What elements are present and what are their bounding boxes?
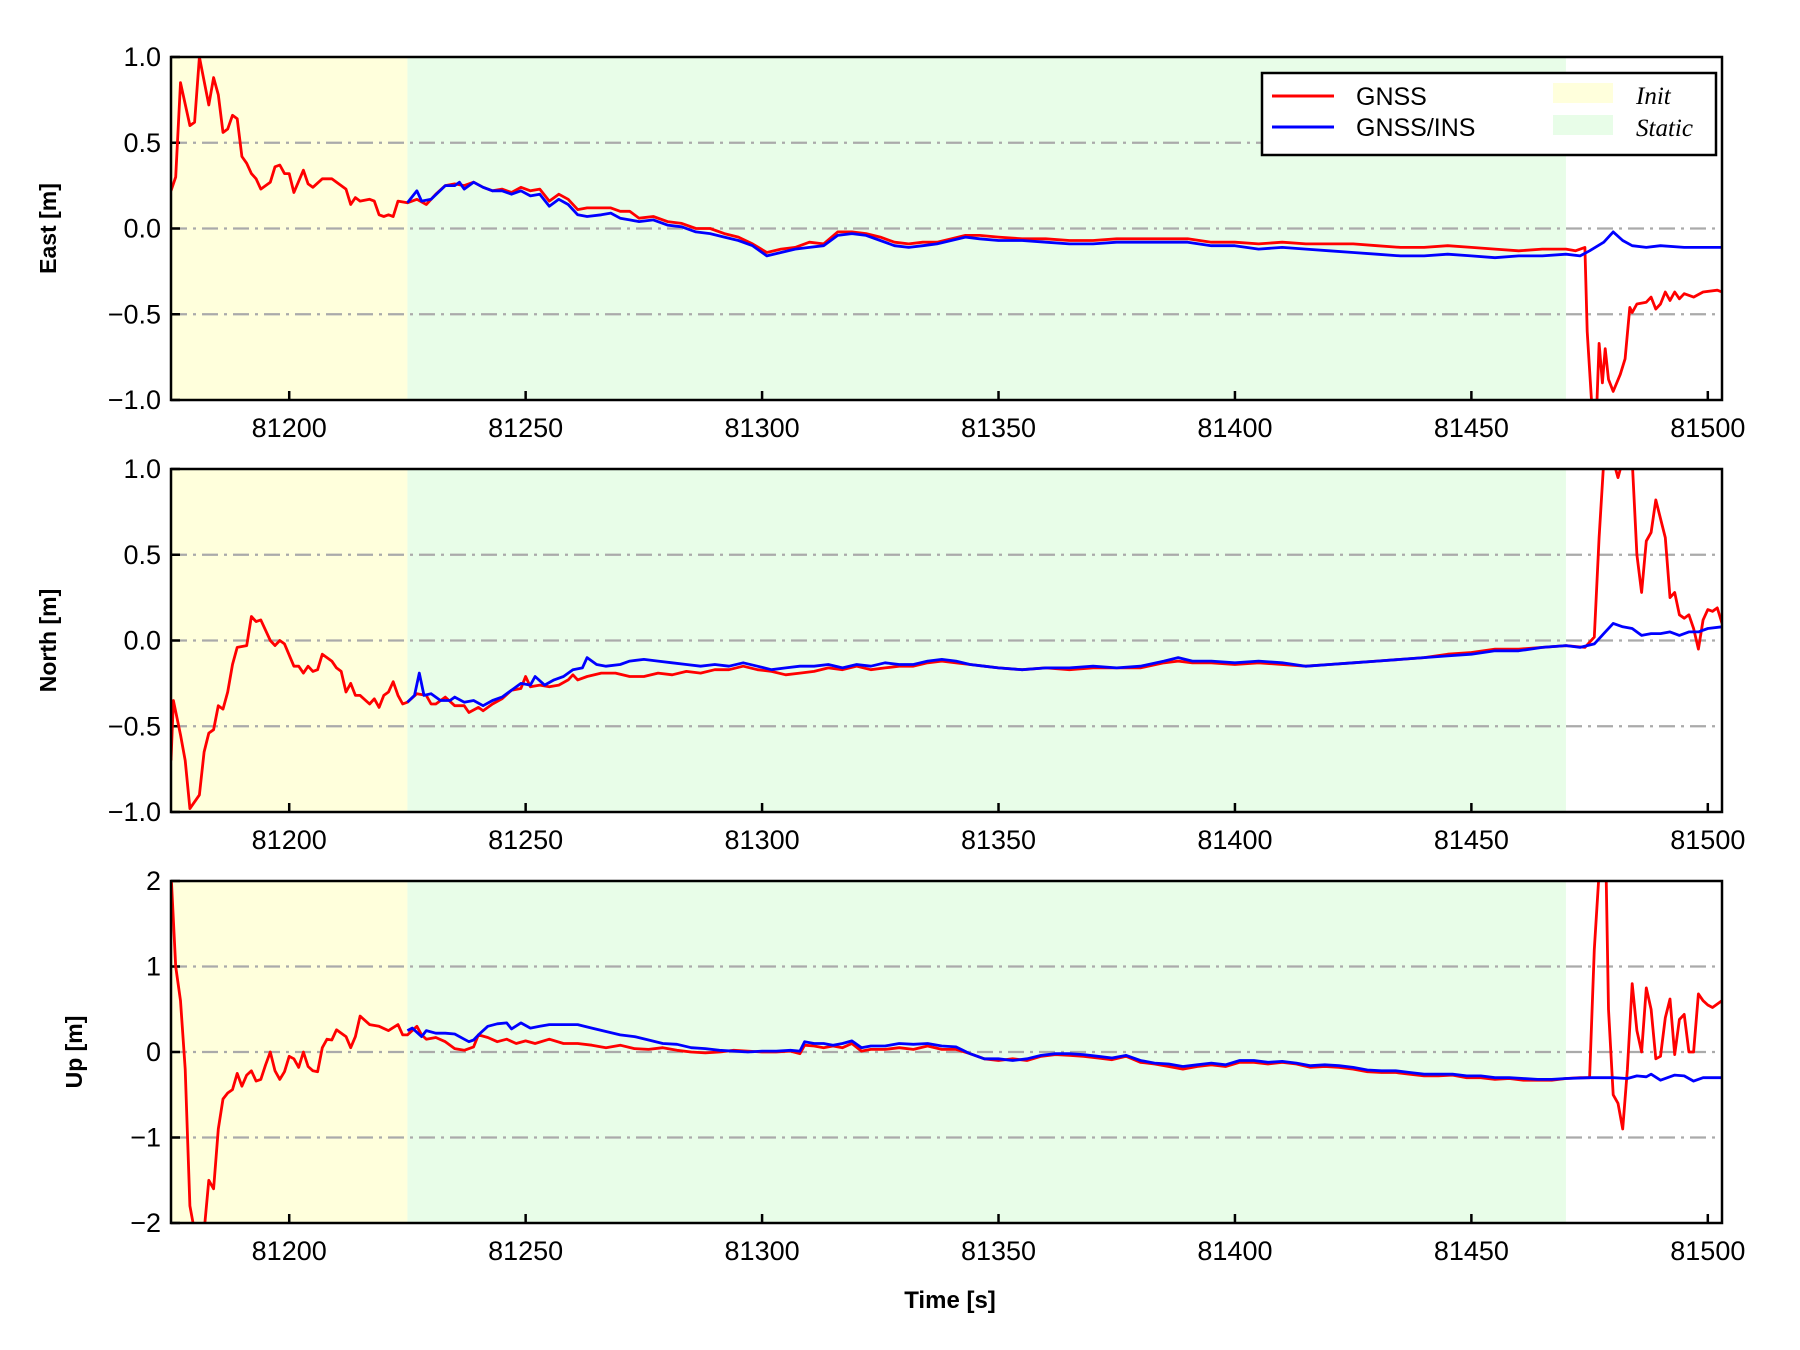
legend-gnss-ins-label: GNSS/INS — [1356, 114, 1475, 142]
north-gnss-line — [171, 469, 1722, 810]
x-tick-label: 81500 — [1670, 1236, 1745, 1266]
x-tick-label: 81350 — [961, 825, 1036, 855]
y-tick-label: −1.0 — [108, 797, 161, 827]
x-tick-label: 81400 — [1197, 1236, 1272, 1266]
y-tick-label: 1 — [146, 952, 161, 982]
x-tick-label: 81250 — [488, 413, 563, 443]
legend: GNSS GNSS/INS Init Static — [1260, 71, 1718, 157]
y-tick-label: −1 — [130, 1123, 161, 1153]
y-tick-label: 0.0 — [123, 626, 161, 656]
x-tick-label: 81450 — [1434, 413, 1509, 443]
y-tick-label: −0.5 — [108, 711, 161, 741]
north-panel: −1.0 −0.5 0.0 0.5 1.0 81200 81250 81300 81350 814… — [35, 454, 1745, 855]
x-tick-label: 81300 — [725, 825, 800, 855]
x-tick-label: 81300 — [725, 413, 800, 443]
y-tick-label: 0 — [146, 1037, 161, 1067]
x-tick-label: 81400 — [1197, 825, 1272, 855]
axes-frame — [169, 879, 1724, 1225]
legend-gnss-label: GNSS — [1356, 83, 1427, 111]
x-tick-label: 81450 — [1434, 1236, 1509, 1266]
up-panel: −2 −1 0 1 2 81200 81250 81300 81350 81400 81450 815… — [61, 866, 1745, 1266]
north-y-axis-label: North [m] — [35, 589, 61, 692]
x-tick-label: 81350 — [961, 413, 1036, 443]
x-tick-label: 81200 — [252, 1236, 327, 1266]
x-tick-label: 81200 — [252, 413, 327, 443]
y-tick-label: 0.5 — [123, 540, 161, 570]
axes-frame — [169, 55, 1724, 402]
x-tick-label: 81300 — [725, 1236, 800, 1266]
x-tick-label: 81200 — [252, 825, 327, 855]
y-tick-label: −1.0 — [108, 385, 161, 415]
x-tick-label: 81400 — [1197, 413, 1272, 443]
x-tick-label: 81450 — [1434, 825, 1509, 855]
legend-init-swatch — [1553, 83, 1613, 103]
legend-init-label: Init — [1635, 83, 1672, 110]
y-tick-label: 0.0 — [123, 214, 161, 244]
up-y-axis-label: Up [m] — [61, 1016, 87, 1089]
y-tick-label: 2 — [146, 866, 161, 896]
north-gnss-ins-line — [406, 622, 1722, 708]
east-y-axis-label: East [m] — [35, 183, 61, 274]
legend-static-swatch — [1553, 115, 1613, 135]
x-tick-label: 81350 — [961, 1236, 1036, 1266]
up-gnss-ins-line — [406, 1021, 1722, 1083]
y-tick-label: 0.5 — [123, 128, 161, 158]
legend-frame — [1260, 71, 1718, 157]
legend-static-label: Static — [1636, 115, 1693, 142]
east-gnss-line — [171, 57, 1722, 400]
axes-frame — [169, 467, 1724, 814]
y-tick-label: 1.0 — [123, 42, 161, 72]
y-tick-label: −2 — [130, 1208, 161, 1238]
y-tick-label: −0.5 — [108, 299, 161, 329]
east-gnss-ins-line — [406, 180, 1722, 260]
x-axis-label: Time [s] — [904, 1287, 996, 1314]
x-tick-label: 81250 — [488, 825, 563, 855]
x-tick-label: 81500 — [1670, 825, 1745, 855]
y-tick-label: 1.0 — [123, 454, 161, 484]
x-tick-label: 81500 — [1670, 413, 1745, 443]
x-tick-label: 81250 — [488, 1236, 563, 1266]
